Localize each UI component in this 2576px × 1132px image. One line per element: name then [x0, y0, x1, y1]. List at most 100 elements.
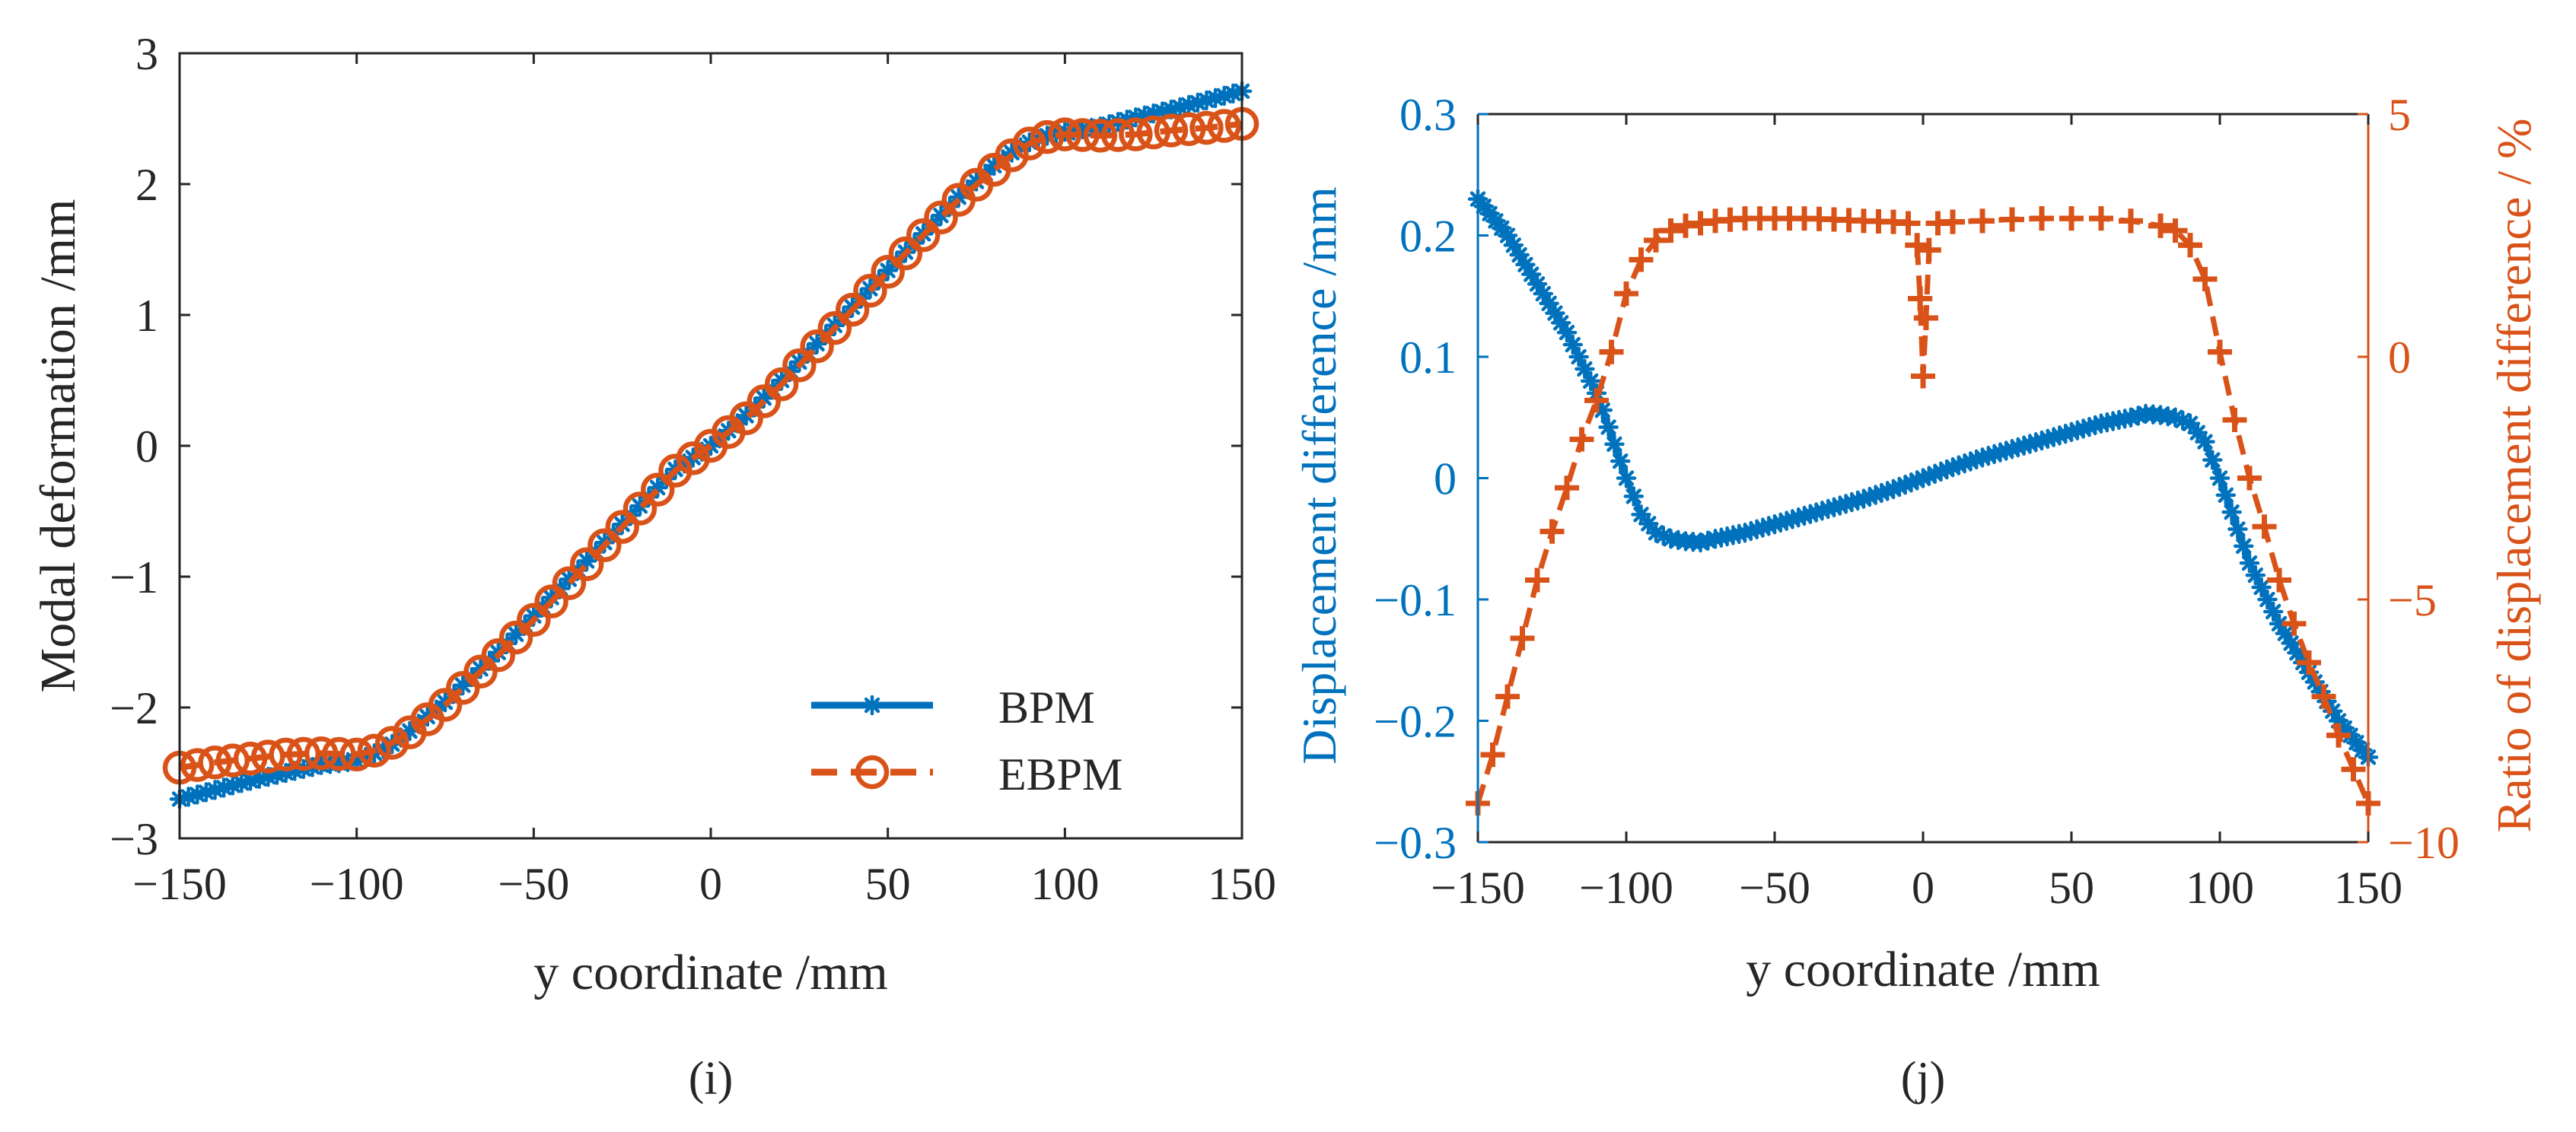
series-ratio-line-segment-2 [1938, 215, 2371, 805]
series-ratio-extra-point-2-9 [2059, 206, 2084, 231]
panel-i-y-tick-label: 2 [135, 160, 158, 210]
series-ebpm-point-58 [1189, 110, 1224, 145]
series-ratio-extra-point-2-5 [2000, 207, 2024, 232]
panel-i-x-tick-label: 100 [1030, 859, 1099, 909]
series-ratio-extra-point-1-1 [1908, 286, 1933, 311]
series-ebpm-point-56 [1154, 113, 1189, 148]
series-ebpm-point-7 [286, 736, 321, 771]
series-ebpm [162, 107, 1259, 785]
series-bpm-point-7 [231, 773, 252, 793]
series-ratio-extra-point-0-17 [1718, 207, 1743, 232]
series-ebpm-point-54 [1119, 117, 1153, 151]
panel-j-series-layer [1466, 189, 2380, 816]
panel-i-x-tick-label: −150 [132, 859, 227, 909]
series-ratio-extra-point-0-15 [1688, 211, 1713, 236]
panel-j-y-tick-label-left: −0.3 [1374, 818, 1457, 868]
series-ebpm-point-5 [251, 739, 285, 774]
series-ebpm-point-51 [1065, 118, 1100, 152]
series-ebpm-point-35 [782, 348, 817, 383]
series-ratio-extra-point-0-25 [1836, 208, 1861, 233]
panel-j-y-axis-label-right: Ratio of displacement difference / % [2487, 119, 2541, 833]
series-ebpm-point-9 [322, 736, 356, 771]
series-displacement-difference-point-123 [2233, 536, 2254, 557]
series-ratio-extra-point-2-19 [2208, 339, 2232, 364]
series-ebpm-point-2 [198, 745, 232, 780]
series-displacement-difference-point-122 [2227, 519, 2248, 539]
panel-i-caption: (i) [689, 1053, 734, 1105]
series-ebpm-point-15 [428, 688, 463, 722]
series-ebpm-point-1 [180, 748, 215, 782]
legend-ebpm-marker [855, 755, 890, 790]
series-ebpm-line [179, 120, 1243, 771]
panel-i-x-tick-label: 0 [699, 859, 722, 909]
panel-j-y-tick-label-left: −0.2 [1374, 697, 1457, 747]
series-ebpm-point-25 [605, 510, 639, 544]
series-ebpm-point-41 [888, 236, 923, 271]
panel-j-y-ticks-right: −10 −5 0 5 [2358, 90, 2460, 868]
series-ebpm-point-19 [498, 620, 533, 655]
panel-i-x-tick-label: 50 [865, 859, 911, 909]
panel-j-y-tick-label-left: 0.3 [1399, 90, 1457, 140]
series-displacement-difference-point-23 [1604, 434, 1625, 455]
series-ratio-point-0-2 [1495, 684, 1520, 709]
series-ratio-extra-point-0-29 [1896, 211, 1921, 236]
panel-i-x-tick-label: 150 [1208, 859, 1276, 909]
panel-j-y-tick-label-right: 0 [2388, 332, 2411, 383]
panel-j-y-tick-label-right: −10 [2388, 818, 2460, 868]
series-ratio [1466, 206, 2380, 816]
panel-j: −150 −100 −50 0 50 100 150 −0.3−0.2−0.100.10.2… [1292, 90, 2541, 1105]
panel-i-y-tick-label: −3 [110, 814, 158, 864]
series-ratio-extra-point-0-3 [1510, 626, 1535, 651]
series-ebpm-point-18 [481, 638, 516, 673]
series-ratio-extra-point-0-7 [1569, 427, 1594, 452]
series-ebpm-point-49 [1030, 119, 1065, 154]
series-ratio-extra-point-0-5 [1540, 519, 1565, 544]
series-ebpm-point-11 [357, 733, 392, 768]
series-ratio-point-0-12 [1644, 227, 1668, 253]
series-ratio-extra-point-0-1 [1480, 742, 1505, 768]
series-ebpm-point-8 [304, 736, 339, 771]
panel-i-x-tick-label: −50 [498, 859, 569, 909]
series-ratio-extra-point-0-21 [1777, 206, 1802, 231]
series-displacement-difference-point-119 [2209, 468, 2231, 488]
series-ratio-extra-point-2-1 [1941, 209, 1965, 234]
series-ebpm-point-33 [747, 384, 782, 418]
panel-j-x-tick-label: 0 [1912, 863, 1934, 913]
series-ratio-point-1-0 [1905, 233, 1930, 258]
series-ebpm-point-52 [1083, 119, 1118, 153]
panel-i: −150 −100 −50 0 50 100 150 −3 −2 −1 0 1 2 3 y coordi… [30, 29, 1276, 1105]
series-ratio-point-2-15 [2252, 514, 2277, 539]
panel-j-caption: (j) [1901, 1053, 1946, 1105]
series-ratio-point-2-13 [2222, 407, 2247, 432]
series-ebpm-point-3 [215, 743, 250, 777]
panel-j-x-tick-label: 50 [2049, 863, 2094, 913]
panel-i-y-tick-label: −1 [110, 552, 158, 603]
panel-j-x-tick-label: 150 [2334, 863, 2402, 913]
series-ratio-extra-point-2-23 [2267, 568, 2291, 593]
series-ebpm-point-20 [517, 603, 551, 638]
legend-bpm-asterisk [861, 695, 883, 716]
panel-j-y-tick-label-left: 0.1 [1399, 332, 1457, 383]
series-ebpm-point-27 [640, 472, 675, 507]
series-ratio-point-1-4 [1916, 237, 1941, 262]
series-ratio-extra-point-2-25 [2297, 650, 2321, 675]
panel-j-y-tick-label-left: −0.1 [1374, 575, 1457, 625]
series-ratio-extra-point-2-17 [2178, 233, 2202, 258]
panel-i-y-tick-label: 0 [135, 421, 158, 472]
series-ratio-extra-point-0-9 [1599, 339, 1624, 364]
series-ratio-point-2-11 [2192, 266, 2218, 291]
series-displacement-difference [1467, 189, 2379, 768]
panel-i-y-ticks: −3 −2 −1 0 1 2 3 [110, 29, 1242, 864]
series-ratio-point-2-21 [2341, 757, 2366, 782]
series-displacement-difference-point-117 [2195, 431, 2215, 452]
panel-i-x-ticks: −150 −100 −50 0 50 100 150 [132, 53, 1276, 909]
panel-i-y-axis-label: Modal deformation /mm [30, 199, 86, 693]
series-ebpm-point-57 [1171, 112, 1206, 147]
series-displacement-difference-point-5 [1497, 225, 1518, 246]
legend-bpm-label: BPM [998, 682, 1095, 733]
series-ratio-extra-point-2-21 [2237, 466, 2262, 491]
series-ebpm-point-22 [552, 566, 587, 600]
series-ratio-point-2-19 [2311, 684, 2336, 709]
series-ebpm-point-36 [800, 329, 834, 364]
series-ratio-extra-point-0-13 [1658, 218, 1683, 243]
